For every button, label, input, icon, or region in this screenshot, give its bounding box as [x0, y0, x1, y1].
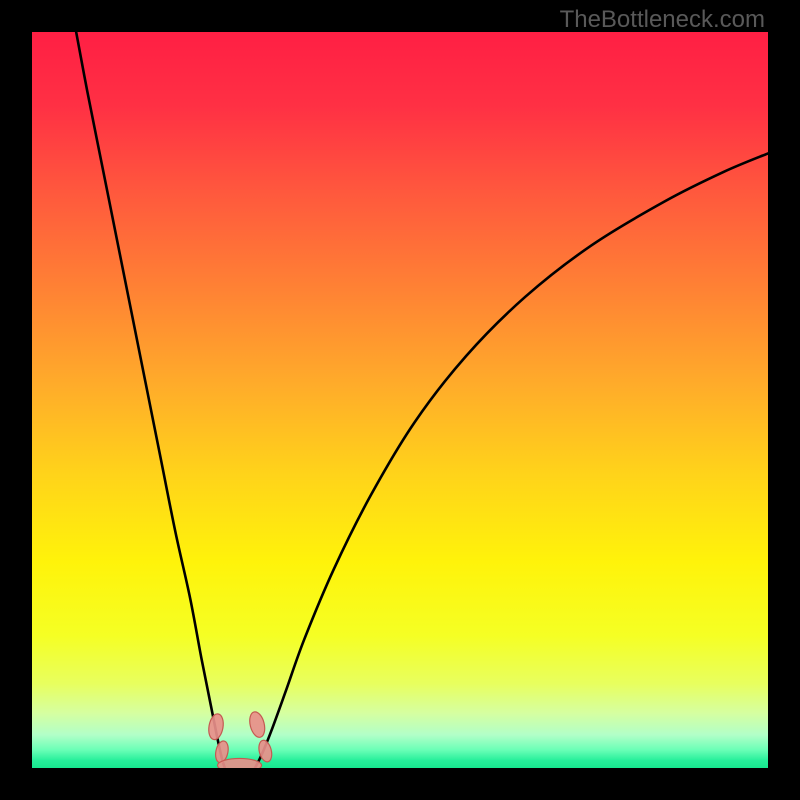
- curve-left: [76, 32, 225, 768]
- watermark-label: TheBottleneck.com: [560, 6, 765, 34]
- chart-frame: TheBottleneck.com: [0, 0, 800, 800]
- plot-area: [32, 32, 768, 768]
- curve-right: [255, 153, 768, 768]
- marker-blob-4: [218, 758, 262, 768]
- marker-blob-0: [207, 713, 225, 741]
- chart-svg: [32, 32, 768, 768]
- marker-blob-2: [247, 710, 267, 739]
